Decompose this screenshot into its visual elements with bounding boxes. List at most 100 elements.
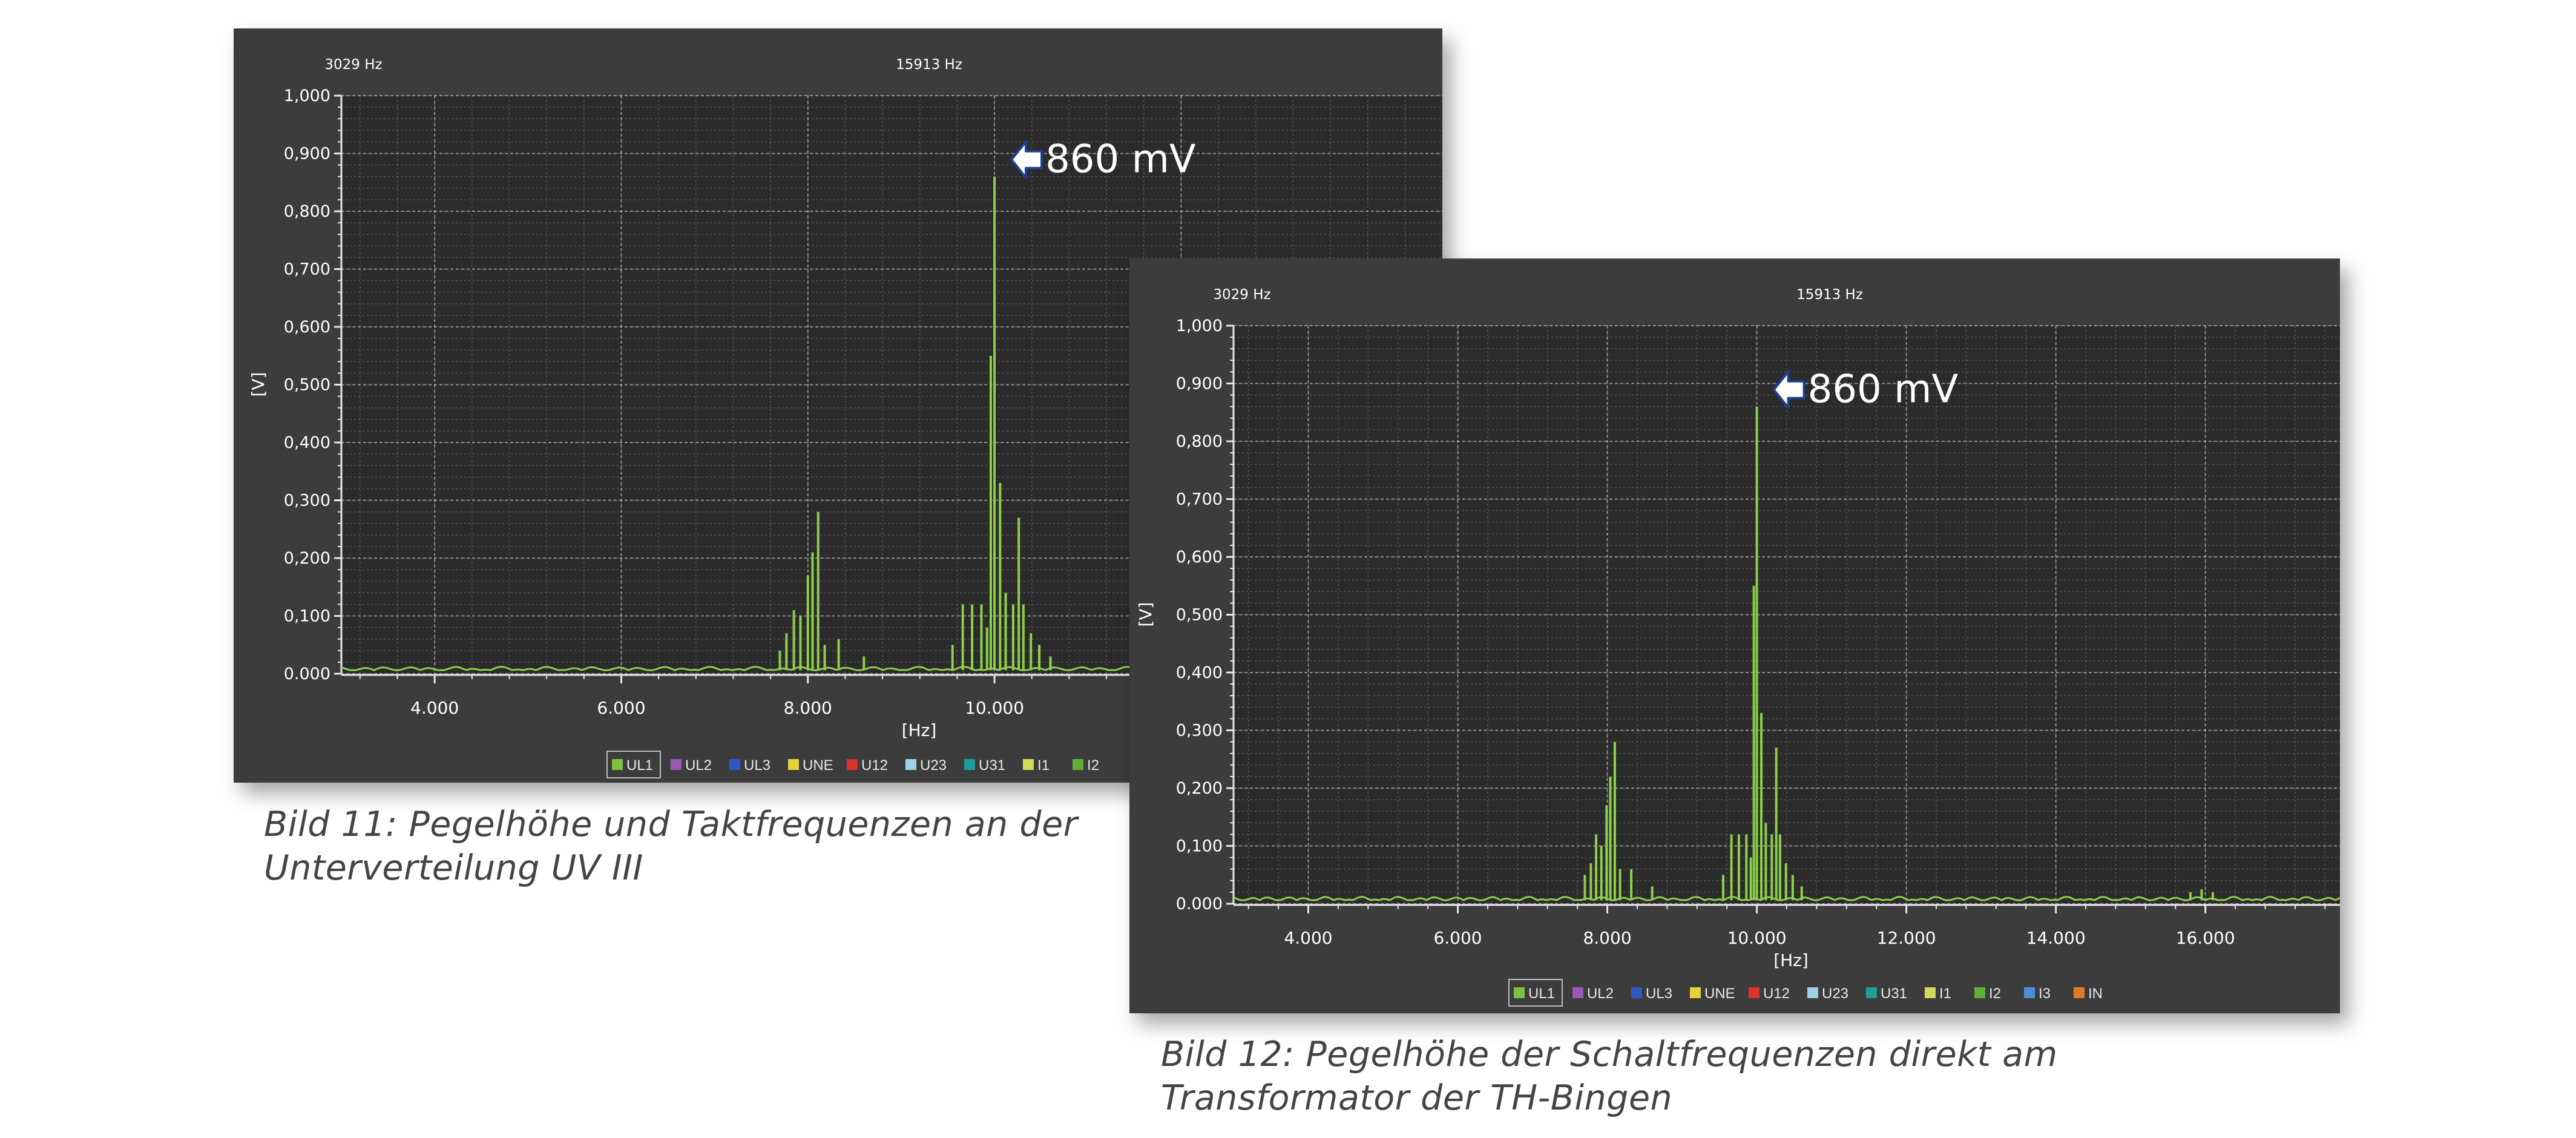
legend-swatch [671, 759, 682, 770]
legend-item-i2[interactable]: I2 [1974, 985, 2001, 1002]
legend-swatch [1073, 759, 1083, 770]
y-tick-label: 0,800 [1176, 432, 1223, 451]
legend-item-une[interactable]: UNE [1690, 985, 1735, 1002]
legend-label: U12 [1763, 985, 1790, 1002]
legend-label: UNE [1704, 985, 1735, 1002]
legend-label: I1 [1939, 985, 1951, 1002]
legend-label: U31 [979, 757, 1005, 774]
legend-item-ul1[interactable]: UL1 [1508, 979, 1563, 1007]
legend-swatch [1514, 987, 1525, 998]
annotation-arrow [1010, 140, 1043, 179]
y-tick-label: 0,100 [1176, 837, 1223, 856]
legend-item-u31[interactable]: U31 [1866, 985, 1907, 1002]
legend-item-ul1[interactable]: UL1 [606, 751, 661, 778]
legend-item-une[interactable]: UNE [788, 757, 833, 774]
header-marker-right: 15913 Hz [896, 57, 962, 73]
legend-item-i1[interactable]: I1 [1925, 985, 1951, 1002]
legend-label: U23 [920, 757, 947, 774]
y-tick-label: 0,900 [1176, 375, 1223, 393]
legend-swatch [2024, 987, 2035, 998]
x-tick-label: 12.000 [1877, 928, 1936, 948]
legend-item-ul3[interactable]: UL3 [1631, 985, 1672, 1002]
header-marker-left: 3029 Hz [324, 57, 382, 73]
caption-bild-11-line-1: Bild 11: Pegelhöhe und Taktfrequenzen an… [264, 804, 1078, 844]
y-axis-title: [V] [248, 372, 268, 396]
legend-swatch [2074, 987, 2085, 998]
y-tick-label: 0.000 [284, 665, 330, 683]
legend-label: U31 [1881, 985, 1907, 1002]
legend-swatch [964, 759, 975, 770]
legend-label: I3 [2039, 985, 2051, 1002]
caption-bild-12: Bild 12: Pegelhöhe der Schaltfrequenzen … [1161, 1033, 2058, 1120]
y-tick-label: 0,200 [284, 549, 330, 568]
header-marker-right: 15913 Hz [1796, 287, 1863, 303]
x-tick-label: 4.000 [410, 698, 459, 718]
caption-bild-12-line-2: Transformator der TH-Bingen [1161, 1078, 1673, 1118]
legend-selected-frame [606, 751, 661, 778]
minor-grid [341, 95, 1442, 674]
legend-label: UNE [803, 757, 833, 774]
legend-item-ul3[interactable]: UL3 [729, 757, 770, 774]
legend-label: UL1 [626, 757, 653, 774]
x-tick-label: 10.000 [1727, 928, 1787, 948]
y-tick-label: 0.000 [1176, 895, 1223, 913]
legend-item-ul2[interactable]: UL2 [1572, 985, 1614, 1002]
legend-swatch [1749, 987, 1760, 998]
annotation-label: 860 mV [1808, 367, 1959, 412]
legend-swatch [1690, 987, 1701, 998]
legend-item-i3[interactable]: I3 [2024, 985, 2051, 1002]
legend-label: UL2 [1587, 985, 1614, 1002]
y-tick-label: 0,500 [1176, 606, 1223, 625]
caption-bild-11: Bild 11: Pegelhöhe und Taktfrequenzen an… [264, 803, 1078, 890]
legend-item-i2[interactable]: I2 [1073, 757, 1099, 774]
legend-swatch [729, 759, 740, 770]
y-tick-label: 0,900 [284, 145, 330, 163]
annotation-arrow [1772, 370, 1806, 409]
spectrum-panel-bild-12: 0.000 0,100 0,200 0,300 0,400 0,500 0,600 0,700… [1129, 258, 2340, 1013]
y-tick-label: 0,700 [1176, 490, 1223, 509]
legend-swatch [612, 759, 623, 770]
x-tick-label: 16.000 [2176, 928, 2235, 948]
y-tick-label: 0,300 [284, 492, 330, 510]
legend-label: UL3 [1646, 985, 1672, 1002]
legend-label: U12 [861, 757, 888, 774]
x-tick-label: 14.000 [2026, 928, 2086, 948]
legend-item-u23[interactable]: U23 [905, 757, 947, 774]
legend-swatch [1974, 987, 1985, 998]
legend-selected-frame [1508, 979, 1563, 1007]
legend-item-u12[interactable]: U12 [1749, 985, 1790, 1002]
y-tick-label: 0,300 [1176, 722, 1223, 740]
x-tick-label: 6.000 [1433, 928, 1482, 948]
legend-swatch [1631, 987, 1642, 998]
legend-swatch [905, 759, 916, 770]
legend-label: UL2 [685, 757, 712, 774]
caption-bild-12-line-1: Bild 12: Pegelhöhe der Schaltfrequenzen … [1161, 1034, 2058, 1074]
annotation-label: 860 mV [1045, 137, 1196, 182]
legend-item-u31[interactable]: U31 [964, 757, 1005, 774]
legend-swatch [1925, 987, 1936, 998]
legend-item-ul2[interactable]: UL2 [671, 757, 712, 774]
x-axis-title: [Hz] [902, 720, 937, 740]
y-tick-label: 0,500 [284, 376, 330, 395]
y-axis-title: [V] [1135, 602, 1155, 627]
y-tick-label: 0,400 [1176, 663, 1223, 682]
legend-label: UL1 [1528, 985, 1555, 1002]
y-tick-label: 0,700 [284, 260, 330, 279]
y-tick-label: 0,400 [284, 433, 330, 452]
y-tick-label: 0,600 [284, 318, 330, 337]
legend-item-in[interactable]: IN [2074, 985, 2103, 1002]
legend-label: I1 [1037, 757, 1050, 774]
legend-item-i1[interactable]: I1 [1023, 757, 1050, 774]
x-tick-label: 8.000 [784, 698, 832, 718]
legend-item-u23[interactable]: U23 [1807, 985, 1848, 1002]
legend-item-u12[interactable]: U12 [847, 757, 888, 774]
legend-label: IN [2088, 985, 2103, 1002]
y-tick-label: 0,200 [1176, 779, 1223, 798]
y-tick-label: 0,100 [284, 607, 330, 626]
legend-label: I2 [1989, 985, 2001, 1002]
x-tick-label: 10.000 [965, 698, 1024, 718]
legend-swatch [1023, 759, 1034, 770]
legend-swatch [1866, 987, 1877, 998]
legend-swatch [1572, 987, 1583, 998]
legend-label: I2 [1087, 757, 1099, 774]
